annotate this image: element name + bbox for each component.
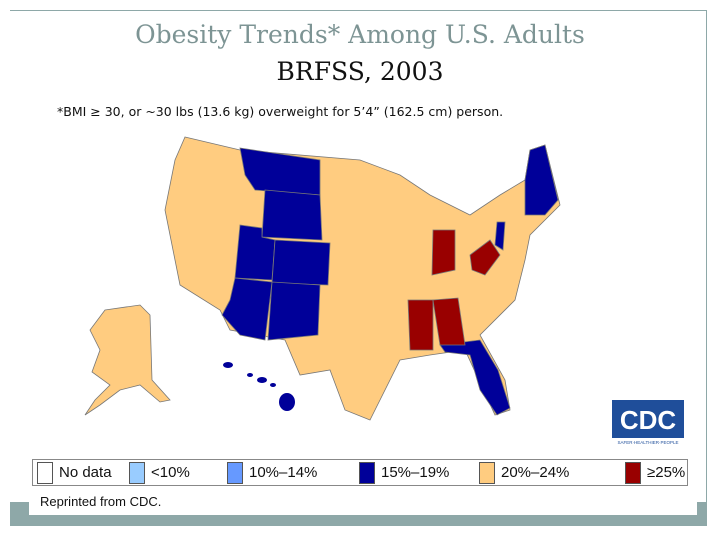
state-new-jersey — [494, 221, 506, 251]
legend-swatch — [37, 461, 53, 484]
state-alaska — [84, 304, 171, 416]
state-hawaii — [223, 362, 295, 411]
legend-item: <10% — [125, 461, 223, 484]
legend-swatch — [227, 461, 243, 484]
legend-label: 15%–19% — [381, 464, 450, 481]
legend-swatch — [625, 461, 641, 484]
legend-item: 10%–14% — [223, 461, 355, 484]
legend-item: 20%–24% — [475, 461, 621, 484]
state-wyoming — [261, 189, 323, 241]
state-indiana — [431, 229, 456, 276]
legend-swatch — [129, 461, 145, 484]
svg-text:CDC: CDC — [620, 405, 677, 435]
frame-line — [10, 10, 707, 11]
frame-line — [706, 10, 707, 525]
legend-label: ≥25% — [647, 464, 686, 481]
legend-item: ≥25% — [621, 461, 686, 484]
state-west-virginia — [469, 239, 501, 276]
slide-subtitle: BRFSS, 2003 — [276, 57, 444, 86]
state-new-england — [524, 144, 559, 216]
state-new-mexico — [267, 281, 321, 341]
state-alabama — [432, 297, 466, 346]
legend-item: 15%–19% — [355, 461, 475, 484]
cdc-logo: CDC SAFER·HEALTHIER·PEOPLE — [612, 400, 684, 446]
legend-label: No data — [59, 464, 112, 481]
footnote: *BMI ≥ 30, or ~30 lbs (13.6 kg) overweig… — [57, 104, 504, 119]
map-legend: No data <10% 10%–14% 15%–19% 20%–24% ≥25… — [32, 459, 688, 486]
svg-text:SAFER·HEALTHIER·PEOPLE: SAFER·HEALTHIER·PEOPLE — [618, 440, 679, 445]
legend-item: No data — [33, 461, 125, 484]
legend-swatch — [479, 461, 495, 484]
credit-text: Reprinted from CDC. — [40, 494, 162, 509]
legend-label: <10% — [151, 464, 190, 481]
legend-label: 10%–14% — [249, 464, 318, 481]
state-florida — [439, 339, 511, 416]
legend-swatch — [359, 461, 375, 484]
legend-label: 20%–24% — [501, 464, 570, 481]
state-mississippi — [407, 299, 434, 351]
slide-title: Obesity Trends* Among U.S. Adults — [135, 20, 585, 49]
state-colorado — [271, 239, 331, 286]
